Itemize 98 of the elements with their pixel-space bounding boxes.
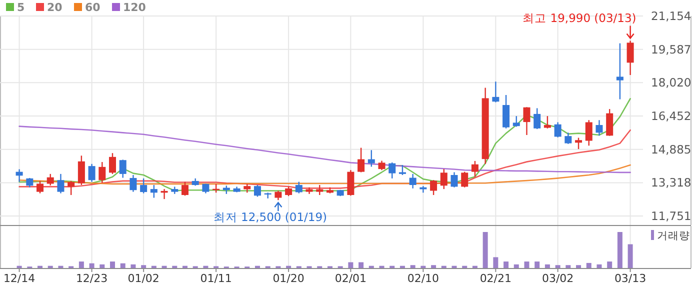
bar <box>110 262 116 268</box>
candlestick <box>150 184 158 198</box>
bar <box>586 262 592 268</box>
x-tick-label: 03/13 <box>614 272 646 285</box>
bar <box>141 265 146 268</box>
bar <box>348 262 354 268</box>
candlestick <box>616 42 624 100</box>
bar <box>555 265 560 268</box>
candlestick <box>16 168 23 182</box>
y-tick-label: 19,587 <box>651 42 692 56</box>
candlestick <box>512 115 520 128</box>
legend-label: 60 <box>85 1 101 14</box>
x-tick-label: 02/10 <box>407 272 440 285</box>
candlestick <box>440 168 448 190</box>
candlestick <box>26 177 34 188</box>
bar <box>617 232 622 268</box>
candlestick <box>450 172 458 188</box>
y-tick-label: 14,885 <box>651 142 692 156</box>
bar <box>628 244 633 268</box>
x-tick-label: 01/11 <box>200 272 232 285</box>
bar <box>358 262 364 268</box>
candlestick <box>68 180 75 196</box>
candlestick <box>285 186 292 197</box>
y-tick-label: 16,452 <box>651 109 692 124</box>
candlestick <box>596 120 603 136</box>
line-series <box>18 126 631 174</box>
candlestick <box>378 160 386 171</box>
candlestick <box>606 108 614 136</box>
bar <box>130 264 136 268</box>
annotation: 최고 19,990 (03/13) <box>522 10 636 25</box>
bar <box>89 263 94 268</box>
candlestick <box>274 190 282 201</box>
legend-label: 거래량 <box>657 230 690 242</box>
legend-label: 20 <box>47 1 63 14</box>
candlestick <box>502 94 510 130</box>
candlestick <box>626 40 634 76</box>
bar <box>410 265 416 268</box>
candlestick <box>254 184 261 198</box>
candlestick <box>316 184 324 196</box>
candlestick <box>78 155 85 186</box>
x-tick-label: 01/20 <box>272 272 304 285</box>
candlestick <box>575 137 582 150</box>
candlestick <box>388 162 396 180</box>
candlestick <box>554 122 562 138</box>
y-tick-label: 11,751 <box>651 209 692 224</box>
candlestick <box>409 173 416 190</box>
bar <box>514 264 519 268</box>
candlestick <box>109 152 116 175</box>
candlestick <box>181 181 188 196</box>
candlestick <box>585 120 592 146</box>
bar <box>504 262 509 268</box>
candlestick <box>544 115 551 130</box>
candlestick <box>564 132 572 145</box>
candlestick <box>471 160 478 178</box>
candlestick <box>492 81 500 103</box>
x-tick-label: 01/02 <box>128 272 160 285</box>
candlestick <box>130 174 137 192</box>
candlestick <box>358 147 365 173</box>
legend-label: 120 <box>123 1 146 14</box>
candlestick <box>46 173 54 186</box>
y-tick-label: 18,020 <box>651 76 692 90</box>
bar <box>482 232 488 268</box>
y-tick-label: 13,318 <box>651 176 692 190</box>
candlestick <box>461 171 468 188</box>
candlestick <box>523 106 530 136</box>
bar <box>566 265 571 268</box>
bar <box>534 262 540 268</box>
bar <box>544 264 550 268</box>
candlestick <box>57 173 64 194</box>
bar <box>524 262 530 268</box>
bar <box>431 265 436 268</box>
candlestick <box>347 170 354 196</box>
candlestick <box>295 181 302 194</box>
bar <box>576 265 582 268</box>
x-tick-label: 12/23 <box>76 272 108 285</box>
bar <box>493 257 498 268</box>
x-tick-label: 02/01 <box>334 272 367 285</box>
candlestick <box>430 180 438 196</box>
y-tick-label: 21,154 <box>651 9 692 23</box>
bar <box>607 262 612 268</box>
bar <box>596 264 602 268</box>
candlestick <box>398 164 406 176</box>
candlestick <box>36 180 44 194</box>
candlestick <box>534 108 541 130</box>
bar <box>120 263 126 268</box>
candlestick <box>119 159 126 178</box>
candlestick <box>368 150 375 168</box>
candlestick <box>98 161 106 184</box>
candlestick <box>88 163 96 182</box>
x-tick-label: 12/14 <box>3 272 36 285</box>
x-tick-label: 03/02 <box>542 272 574 285</box>
x-tick-label: 02/21 <box>480 272 512 285</box>
candlestick <box>140 178 148 194</box>
bar <box>100 264 105 268</box>
bar <box>78 262 84 268</box>
annotation: 최저 12,500 (01/19) <box>213 210 328 224</box>
legend-label: 5 <box>17 1 25 14</box>
candlestick <box>202 183 210 194</box>
